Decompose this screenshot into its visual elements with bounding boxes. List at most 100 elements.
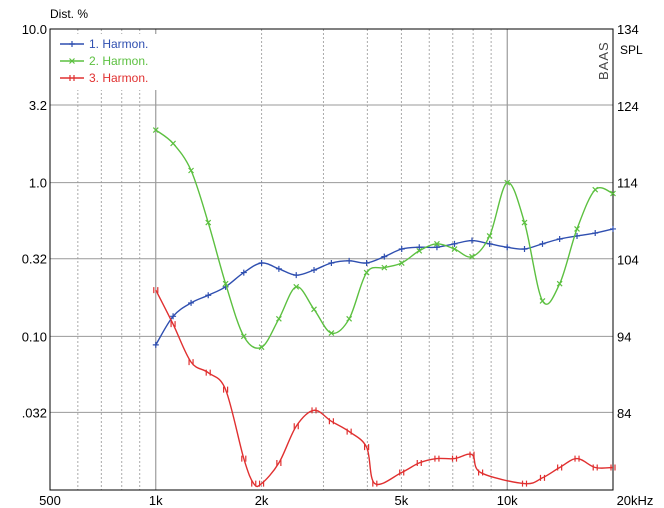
data-point: [504, 179, 511, 186]
data-point: [188, 359, 194, 366]
y-tick-label: 0.32: [22, 252, 47, 267]
data-point: [205, 292, 212, 299]
plot-frame: [49, 28, 614, 491]
data-point: [188, 299, 195, 306]
data-point: [205, 219, 212, 226]
data-point: [258, 260, 265, 267]
data-point: [311, 407, 317, 414]
data-point: [346, 428, 352, 435]
data-point: [328, 330, 335, 337]
data-point: [153, 287, 159, 294]
data-point: [258, 344, 265, 351]
data-point: [434, 455, 440, 462]
data-point: [539, 240, 546, 247]
series-layer: [152, 127, 616, 488]
data-point: [556, 235, 563, 242]
data-point: [574, 455, 580, 462]
x-tick-label: 5k: [395, 493, 409, 508]
y-tick-label: 1.0: [29, 176, 47, 191]
legend-item: 2. Harmon.: [60, 54, 148, 68]
y2-tick-label: 94: [617, 329, 631, 344]
data-point: [398, 260, 405, 266]
y-tick-label: 0.10: [22, 329, 47, 344]
series-line: [155, 129, 614, 349]
data-point: [364, 444, 370, 451]
data-point: [592, 464, 598, 471]
data-point: [170, 321, 176, 328]
data-point: [504, 244, 511, 251]
data-point: [275, 265, 282, 272]
data-point: [416, 244, 423, 251]
y2-tick-label: 134: [617, 22, 639, 37]
data-point: [398, 246, 405, 253]
data-point: [399, 469, 405, 476]
axis-labels: 500 1k 2k 5k 10k 20kHz 10.0 3.2 1.0 0.32 0.10 .032 1…: [22, 22, 654, 508]
legend-label: 2. Harmon.: [89, 54, 148, 68]
data-point: [222, 280, 229, 287]
data-point: [433, 244, 440, 251]
data-point: [258, 480, 265, 487]
y2-axis-title: SPL: [620, 43, 643, 57]
data-point: [170, 313, 177, 320]
data-point: [346, 257, 353, 264]
data-point: [381, 264, 388, 271]
brand-logo: BAAS: [596, 41, 611, 80]
y-axis-title: Dist. %: [50, 7, 88, 21]
data-point: [416, 459, 422, 466]
data-point: [293, 423, 299, 430]
data-point: [592, 186, 599, 193]
data-point: [69, 75, 75, 81]
data-point: [469, 253, 475, 260]
x-tick-label: 10k: [497, 493, 518, 508]
series-1: [152, 225, 616, 348]
data-point: [592, 230, 599, 237]
data-point: [556, 280, 563, 287]
data-point: [276, 459, 282, 466]
data-point: [521, 219, 528, 226]
data-point: [293, 283, 300, 290]
data-point: [241, 455, 247, 462]
data-point: [521, 480, 528, 487]
x-tick-label: 20kHz: [617, 493, 654, 508]
data-point: [251, 480, 257, 487]
data-point: [205, 369, 211, 376]
data-point: [610, 464, 616, 471]
data-point: [381, 253, 388, 260]
data-point: [170, 140, 177, 147]
data-point: [478, 469, 484, 476]
data-point: [372, 480, 378, 487]
data-point: [451, 240, 458, 247]
data-point: [240, 333, 247, 340]
data-point: [328, 260, 335, 267]
series-line: [155, 289, 614, 488]
data-point: [416, 247, 423, 254]
data-point: [539, 297, 546, 304]
data-point: [486, 240, 493, 247]
data-point: [451, 455, 458, 462]
y-tick-label: 3.2: [29, 98, 47, 113]
legend-item: 1. Harmon.: [60, 37, 148, 51]
data-point: [223, 386, 229, 393]
data-point: [434, 240, 440, 247]
x-tick-label: 1k: [149, 493, 163, 508]
data-point: [69, 41, 75, 47]
data-point: [311, 267, 318, 274]
x-tick-label: 2k: [255, 493, 269, 508]
y2-tick-label: 114: [617, 176, 638, 191]
y2-tick-label: 84: [617, 406, 631, 421]
y2-tick-label: 104: [617, 253, 639, 268]
x-tick-label: 500: [39, 493, 61, 508]
y-tick-label: 10.0: [22, 22, 47, 37]
data-point: [311, 306, 317, 313]
series-2: [152, 127, 616, 351]
legend: 1. Harmon. 2. Harmon. 3. Harmon.: [56, 34, 168, 90]
data-point: [152, 341, 159, 348]
data-point: [469, 237, 476, 244]
data-point: [188, 167, 194, 174]
data-point: [610, 190, 616, 197]
series-3: [153, 287, 616, 488]
data-point: [574, 226, 580, 232]
y2-tick-label: 124: [617, 99, 639, 114]
legend-label: 3. Harmon.: [89, 71, 148, 85]
